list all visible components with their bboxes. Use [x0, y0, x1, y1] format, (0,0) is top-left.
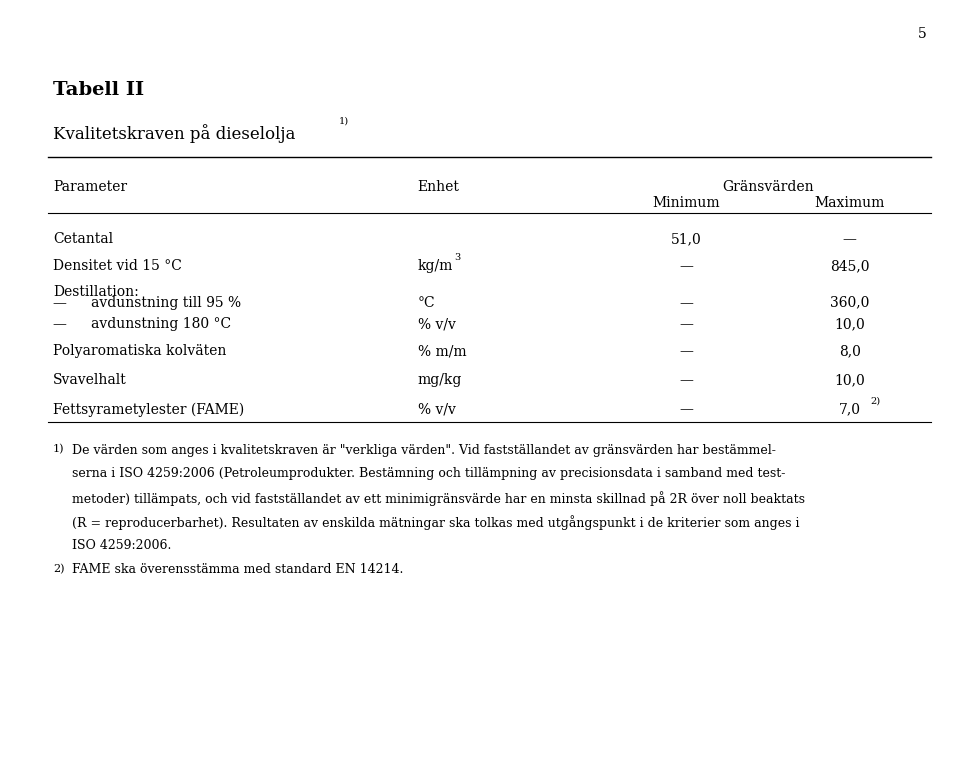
- Text: °C: °C: [418, 296, 435, 310]
- Text: Parameter: Parameter: [53, 180, 127, 194]
- Text: De värden som anges i kvalitetskraven är "verkliga värden". Vid fastställandet a: De värden som anges i kvalitetskraven är…: [72, 444, 776, 457]
- Text: 1): 1): [339, 116, 349, 125]
- Text: 7,0: 7,0: [839, 402, 860, 416]
- Text: —: —: [680, 373, 693, 387]
- Text: 1): 1): [53, 444, 64, 454]
- Text: —: —: [843, 232, 856, 246]
- Text: —: —: [53, 317, 66, 331]
- Text: Polyaromatiska kolväten: Polyaromatiska kolväten: [53, 344, 227, 358]
- Text: % m/m: % m/m: [418, 344, 467, 358]
- Text: metoder) tillämpats, och vid fastställandet av ett minimigränsvärde har en minst: metoder) tillämpats, och vid fastställan…: [72, 491, 805, 506]
- Text: —: —: [680, 317, 693, 331]
- Text: Cetantal: Cetantal: [53, 232, 113, 246]
- Text: 51,0: 51,0: [671, 232, 702, 246]
- Text: 845,0: 845,0: [829, 259, 870, 273]
- Text: 8,0: 8,0: [839, 344, 860, 358]
- Text: % v/v: % v/v: [418, 317, 455, 331]
- Text: ISO 4259:2006.: ISO 4259:2006.: [72, 539, 172, 553]
- Text: —: —: [680, 344, 693, 358]
- Text: avdunstning till 95 %: avdunstning till 95 %: [91, 296, 241, 310]
- Text: —: —: [680, 402, 693, 416]
- Text: avdunstning 180 °C: avdunstning 180 °C: [91, 317, 231, 331]
- Text: 10,0: 10,0: [834, 373, 865, 387]
- Text: serna i ISO 4259:2006 (Petroleumprodukter. Bestämning och tillämpning av precisi: serna i ISO 4259:2006 (Petroleumprodukte…: [72, 467, 785, 481]
- Text: Kvalitetskraven på dieselolja: Kvalitetskraven på dieselolja: [53, 124, 295, 142]
- Text: 3: 3: [454, 253, 461, 262]
- Text: Fettsyrametylester (FAME): Fettsyrametylester (FAME): [53, 402, 244, 417]
- Text: Densitet vid 15 °C: Densitet vid 15 °C: [53, 259, 181, 273]
- Text: Enhet: Enhet: [418, 180, 460, 194]
- Text: Maximum: Maximum: [814, 196, 885, 210]
- Text: 5: 5: [918, 27, 926, 41]
- Text: % v/v: % v/v: [418, 402, 455, 416]
- Text: 10,0: 10,0: [834, 317, 865, 331]
- Text: —: —: [680, 259, 693, 273]
- Text: FAME ska överensstämma med standard EN 14214.: FAME ska överensstämma med standard EN 1…: [72, 563, 403, 577]
- Text: Tabell II: Tabell II: [53, 81, 144, 99]
- Text: 2): 2): [871, 396, 881, 406]
- Text: Svavelhalt: Svavelhalt: [53, 373, 127, 387]
- Text: mg/kg: mg/kg: [418, 373, 462, 387]
- Text: Minimum: Minimum: [653, 196, 720, 210]
- Text: 2): 2): [53, 563, 64, 574]
- Text: Gränsvärden: Gränsvärden: [722, 180, 814, 194]
- Text: kg/m: kg/m: [418, 259, 453, 273]
- Text: —: —: [680, 296, 693, 310]
- Text: (R = reproducerbarhet). Resultaten av enskilda mätningar ska tolkas med utgångsp: (R = reproducerbarhet). Resultaten av en…: [72, 515, 800, 530]
- Text: —: —: [53, 296, 66, 310]
- Text: 360,0: 360,0: [829, 296, 870, 310]
- Text: Destillation:: Destillation:: [53, 285, 138, 299]
